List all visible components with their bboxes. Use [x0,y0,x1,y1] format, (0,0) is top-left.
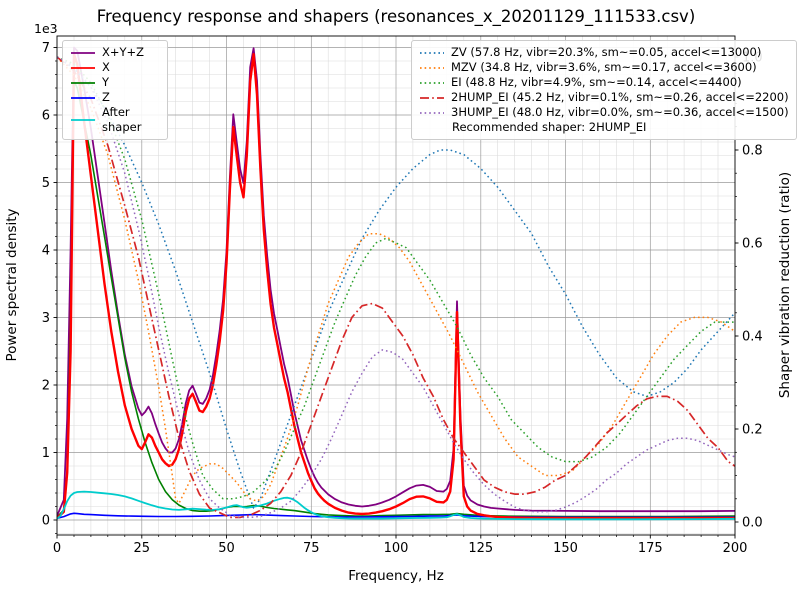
series-line-Y [57,80,735,518]
svg-text:150: 150 [553,541,578,556]
svg-text:3: 3 [42,311,50,326]
legend-line-sample [420,66,444,69]
legend-item: 3HUMP_EI (48.0 Hz, vibr=0.0%, sm~=0.36, … [419,105,789,120]
legend-line-sample [420,51,444,54]
legend-item-label: ZV (57.8 Hz, vibr=20.3%, sm~=0.05, accel… [451,45,762,59]
svg-text:200: 200 [723,541,748,556]
legend-item-label: MZV (34.8 Hz, vibr=3.6%, sm~=0.17, accel… [451,60,757,74]
series-line-After-shaper [57,490,735,521]
svg-text:0.8: 0.8 [742,144,763,159]
legend-line-sample [420,111,444,114]
svg-text:7: 7 [42,41,50,56]
legend-line-sample [420,81,444,84]
legend-item: 2HUMP_EI (45.2 Hz, vibr=0.1%, sm~=0.26, … [419,90,789,105]
chart-title: Frequency response and shapers (resonanc… [97,7,696,27]
plot-drawing: 0 25 50 75 100 125 150 175 200 0 1 2 3 4 5 6 7 0.0 0.2 0.4 0… [42,35,763,556]
legend-item: MZV (34.8 Hz, vibr=3.6%, sm~=0.17, accel… [419,60,789,75]
svg-text:4: 4 [42,244,50,259]
svg-text:5: 5 [42,176,50,191]
legend-item: X [70,60,160,75]
legend-item-label: X [102,60,110,74]
svg-text:0.0: 0.0 [742,516,763,531]
legend-item: ZV (57.8 Hz, vibr=20.3%, sm~=0.05, accel… [419,45,789,60]
svg-text:25: 25 [134,541,151,556]
series-line-X [57,53,735,520]
legend-line-sample [420,96,444,99]
legend-line-sample [71,119,95,121]
svg-text:175: 175 [638,541,663,556]
svg-text:125: 125 [468,541,493,556]
legend-item-label: After shaper [102,105,142,134]
legend-item: EI (48.8 Hz, vibr=4.9%, sm~=0.14, accel<… [419,75,789,90]
series-line-2HUMP-EI [57,56,735,519]
legend-item-label: 2HUMP_EI (45.2 Hz, vibr=0.1%, sm~=0.26, … [451,90,789,104]
legend-psd: X+Y+Z X Y Z After shaper [62,40,168,140]
svg-text:0: 0 [53,541,61,556]
y-left-tick-labels: 0 1 2 3 4 5 6 7 [42,41,57,534]
svg-text:6: 6 [42,109,50,124]
svg-text:0.6: 0.6 [742,237,763,252]
svg-text:75: 75 [303,541,320,556]
x-axis-label: Frequency, Hz [348,568,444,584]
legend-item-label: Y [102,75,110,89]
series-line-EI [57,56,735,500]
legend-item: After shaper [70,105,160,135]
legend-item-label: Z [102,90,110,104]
legend-item-label: X+Y+Z [102,45,145,59]
legend-item-label: EI (48.8 Hz, vibr=4.9%, sm~=0.14, accel<… [451,75,742,89]
svg-text:0.4: 0.4 [742,330,763,345]
legend-item: Y [70,75,160,90]
svg-text:2: 2 [42,379,50,394]
legend-item-label: 3HUMP_EI (48.0 Hz, vibr=0.0%, sm~=0.36, … [451,105,789,119]
x-tick-labels: 0 25 50 75 100 125 150 175 200 [53,535,748,556]
svg-text:50: 50 [218,541,235,556]
svg-text:100: 100 [384,541,409,556]
y-left-axis-label: Power spectral density [4,208,20,361]
y-right-axis-label: Shaper vibration reduction (ratio) [777,172,793,398]
legend-shapers: ZV (57.8 Hz, vibr=20.3%, sm~=0.05, accel… [411,40,797,140]
y-left-offset-text: 1e3 [34,21,58,36]
legend-note: Recommended shaper: 2HUMP_EI [452,120,647,134]
svg-text:0: 0 [42,514,50,529]
legend-line-sample [71,66,95,69]
legend-item: X+Y+Z [70,45,160,60]
svg-text:0.2: 0.2 [742,423,763,438]
legend-line-sample [71,51,95,54]
y-right-tick-labels: 0.00.20.40.60.81.0 [735,51,763,531]
legend-line-sample [71,96,95,99]
svg-text:1: 1 [42,446,50,461]
legend-item: Z [70,90,160,105]
legend-line-sample [71,81,95,84]
